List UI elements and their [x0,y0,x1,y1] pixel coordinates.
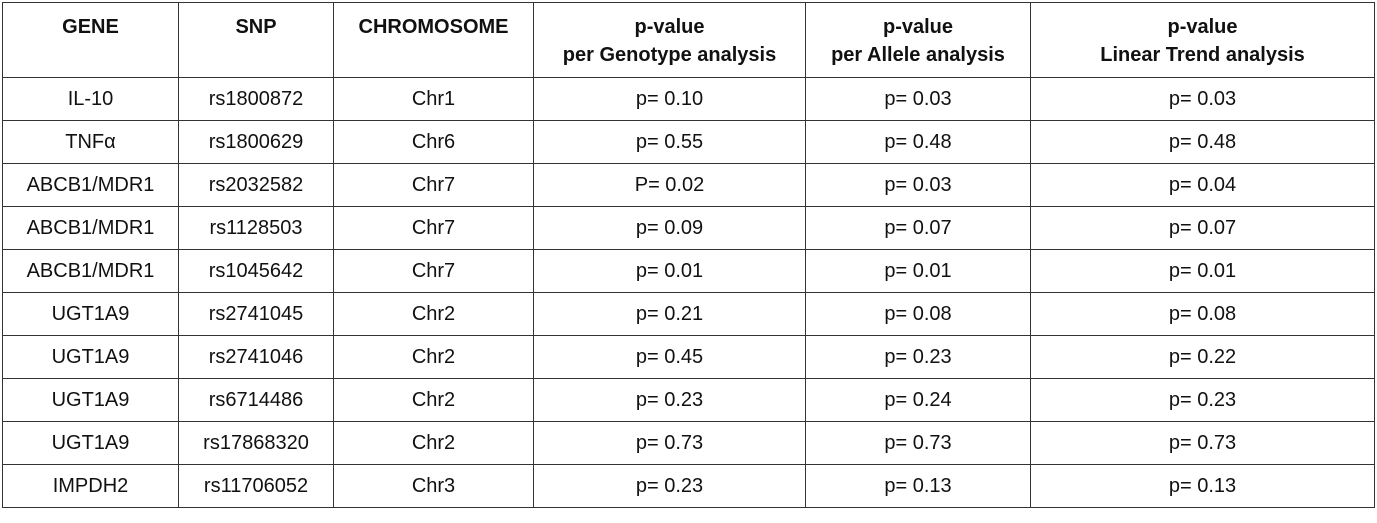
table-cell: p= 0.21 [533,292,806,336]
table-cell: p= 0.01 [805,249,1031,293]
table-cell: p= 0.03 [805,77,1031,121]
header-text: GENE [62,16,119,38]
header-text: per Genotype analysis [562,44,777,66]
header-cell: GENE [2,2,179,78]
table-cell: p= 0.22 [1030,335,1375,379]
table-row: UGT1A9 rs2741045 Chr2 p= 0.21 p= 0.08 p= 0.08 [2,292,1375,336]
table-cell: p= 0.23 [1030,378,1375,422]
table-cell: p= 0.23 [805,335,1031,379]
table-cell: p= 0.13 [1030,464,1375,508]
table-cell: p= 0.73 [533,421,806,465]
table-row: IL-10 rs1800872 Chr1 p= 0.10 p= 0.03 p= 0.03 [2,77,1375,121]
table-cell: rs2741046 [178,335,334,379]
table-cell: p= 0.01 [533,249,806,293]
table-cell: IMPDH2 [2,464,179,508]
table-cell: p= 0.13 [805,464,1031,508]
table-cell: TNFα [2,120,179,164]
table-cell: rs2741045 [178,292,334,336]
table-cell: Chr7 [333,206,534,250]
table-row: ABCB1/MDR1 rs1045642 Chr7 p= 0.01 p= 0.01 p= … [2,249,1375,293]
table-cell: p= 0.55 [533,120,806,164]
table-cell: rs11706052 [178,464,334,508]
table-cell: ABCB1/MDR1 [2,206,179,250]
header-text: p-value [634,16,705,38]
header-text: per Allele analysis [831,44,1005,66]
table-cell: Chr2 [333,292,534,336]
table-cell: p= 0.10 [533,77,806,121]
table-cell: UGT1A9 [2,335,179,379]
table-row: ABCB1/MDR1 rs1128503 Chr7 p= 0.09 p= 0.07 p= … [2,206,1375,250]
header-cell: SNP [178,2,334,78]
table-cell: p= 0.07 [1030,206,1375,250]
table-cell: p= 0.73 [1030,421,1375,465]
table-cell: Chr2 [333,335,534,379]
table-cell: p= 0.09 [533,206,806,250]
header-cell: p-value per Genotype analysis [533,2,806,78]
table-row: UGT1A9 rs17868320 Chr2 p= 0.73 p= 0.73 p= 0.7… [2,421,1375,465]
table-cell: ABCB1/MDR1 [2,163,179,207]
table-cell: P= 0.02 [533,163,806,207]
table-cell: rs1800872 [178,77,334,121]
table-cell: UGT1A9 [2,378,179,422]
table-cell: UGT1A9 [2,421,179,465]
table-cell: Chr3 [333,464,534,508]
table-row: IMPDH2 rs11706052 Chr3 p= 0.23 p= 0.13 p= 0.1… [2,464,1375,508]
table-row: ABCB1/MDR1 rs2032582 Chr7 P= 0.02 p= 0.03 p= … [2,163,1375,207]
table-cell: Chr1 [333,77,534,121]
table-cell: Chr2 [333,378,534,422]
table-row: UGT1A9 rs2741046 Chr2 p= 0.45 p= 0.23 p= 0.22 [2,335,1375,379]
header-row: GENE SNP CHROMOSOME p-value per Genotype ana… [2,2,1375,78]
header-cell: p-value per Allele analysis [805,2,1031,78]
table-cell: p= 0.01 [1030,249,1375,293]
table-body: IL-10 rs1800872 Chr1 p= 0.10 p= 0.03 p= 0.03 T… [2,77,1375,508]
header-cell: CHROMOSOME [333,2,534,78]
header-cell: p-value Linear Trend analysis [1030,2,1375,78]
table-cell: p= 0.24 [805,378,1031,422]
table-cell: rs2032582 [178,163,334,207]
header-text: CHROMOSOME [358,16,509,38]
table-cell: p= 0.48 [1030,120,1375,164]
table-cell: Chr6 [333,120,534,164]
table-cell: rs17868320 [178,421,334,465]
table-cell: p= 0.23 [533,378,806,422]
table-cell: p= 0.23 [533,464,806,508]
table-cell: p= 0.08 [805,292,1031,336]
table-cell: rs6714486 [178,378,334,422]
table-cell: p= 0.73 [805,421,1031,465]
table-cell: ABCB1/MDR1 [2,249,179,293]
table-row: TNFα rs1800629 Chr6 p= 0.55 p= 0.48 p= 0.48 [2,120,1375,164]
table-cell: Chr7 [333,249,534,293]
table-cell: p= 0.07 [805,206,1031,250]
header-text: Linear Trend analysis [1100,44,1305,66]
table-cell: p= 0.03 [1030,77,1375,121]
table-cell: UGT1A9 [2,292,179,336]
results-table: GENE SNP CHROMOSOME p-value per Genotype ana… [2,2,1375,508]
table-cell: Chr7 [333,163,534,207]
table-cell: rs1045642 [178,249,334,293]
header-text: p-value [1167,16,1238,38]
table-cell: rs1800629 [178,120,334,164]
table-row: UGT1A9 rs6714486 Chr2 p= 0.23 p= 0.24 p= 0.23 [2,378,1375,422]
table-cell: p= 0.03 [805,163,1031,207]
table-cell: p= 0.08 [1030,292,1375,336]
table-cell: p= 0.45 [533,335,806,379]
table-cell: IL-10 [2,77,179,121]
table-cell: p= 0.04 [1030,163,1375,207]
header-text: p-value [882,16,954,38]
table-cell: Chr2 [333,421,534,465]
table-cell: rs1128503 [178,206,334,250]
table-cell: p= 0.48 [805,120,1031,164]
header-text: SNP [235,16,277,38]
